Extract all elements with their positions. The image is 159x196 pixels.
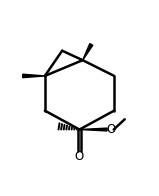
Polygon shape <box>23 74 45 78</box>
Polygon shape <box>80 128 107 131</box>
Text: O: O <box>107 123 116 136</box>
Polygon shape <box>83 44 93 60</box>
Text: O: O <box>75 150 84 162</box>
